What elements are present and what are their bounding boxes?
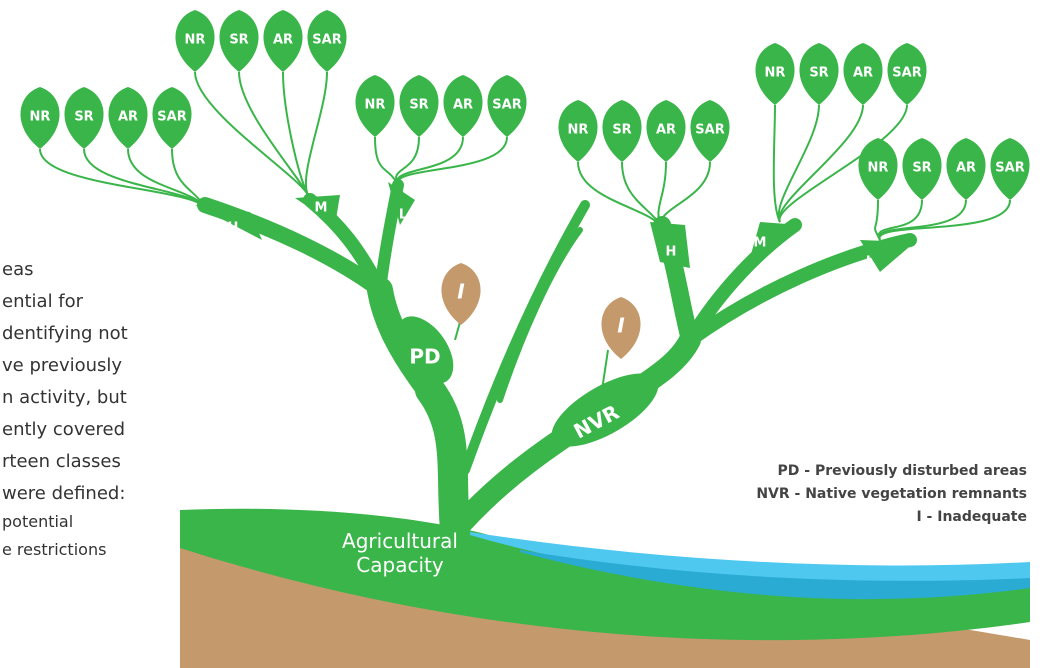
leaf-label: SR — [229, 33, 248, 48]
leaf-label: SR — [912, 161, 931, 176]
leaf-label: NR — [868, 161, 889, 176]
leaf-stem — [397, 137, 507, 185]
node-label: L — [866, 255, 874, 270]
leaf-label: AR — [656, 123, 676, 138]
node-label: M — [754, 236, 767, 251]
leaf-stem — [622, 162, 662, 228]
root-label: Capacity — [356, 553, 444, 577]
inadequate-label: I — [457, 280, 465, 304]
leaf-label: AR — [956, 161, 976, 176]
leaf-stem — [879, 200, 966, 240]
legend-entry: NVR - Native vegetation remnants — [756, 486, 1027, 502]
leaf-label: SR — [74, 110, 93, 125]
leaf-label: AR — [118, 110, 138, 125]
leaf-stem — [375, 137, 398, 185]
leaf-stem — [578, 162, 662, 228]
leaf-label: AR — [273, 33, 293, 48]
side-text: ently covered — [2, 419, 125, 440]
leaf-label: SAR — [695, 123, 724, 138]
leaf-stem — [306, 72, 327, 195]
node-label: H — [666, 245, 677, 260]
leaf-stem — [661, 162, 710, 228]
leaf-stem — [879, 200, 1010, 240]
inadequate-label: I — [617, 314, 625, 338]
node-label: M — [315, 201, 328, 216]
leaf-label: SR — [809, 66, 828, 81]
leaf-label: SAR — [312, 33, 341, 48]
leaf-label: SAR — [995, 161, 1024, 176]
legend-entry: I - Inadequate — [916, 509, 1027, 525]
leaf-label: NR — [365, 98, 386, 113]
leaf-label: SAR — [892, 66, 921, 81]
root-label: Agricultural — [342, 529, 458, 553]
leaf-label: NR — [765, 66, 786, 81]
leaf-stem — [774, 105, 780, 222]
side-text: ential for — [2, 291, 84, 312]
leaf-label: AR — [453, 98, 473, 113]
leaf-label: NR — [30, 110, 51, 125]
leaf-label: NR — [185, 33, 206, 48]
branch-label: PD — [409, 345, 440, 369]
side-text: were defined: — [2, 483, 125, 504]
side-text: eas — [2, 259, 33, 280]
diagram: eas ential for dentifying not ve previously… — [0, 0, 1046, 668]
leaf-label: SR — [409, 98, 428, 113]
leaf-label: SR — [612, 123, 631, 138]
leaf-label: NR — [568, 123, 589, 138]
leaf-label: AR — [853, 66, 873, 81]
leaf-label: SAR — [492, 98, 521, 113]
node-label: L — [399, 208, 407, 223]
side-text: e restrictions — [2, 540, 106, 559]
side-text: n activity, but — [2, 387, 127, 408]
legend-entry: PD - Previously disturbed areas — [778, 463, 1028, 479]
side-text: dentifying not — [2, 323, 128, 344]
leaf-stem — [397, 137, 463, 185]
side-text: ve previously — [2, 355, 122, 376]
node-label: H — [228, 221, 239, 236]
leaf-stem — [239, 72, 308, 195]
leaf-label: SAR — [157, 110, 186, 125]
side-text: potential — [2, 512, 73, 531]
side-text: rteen classes — [2, 451, 121, 472]
